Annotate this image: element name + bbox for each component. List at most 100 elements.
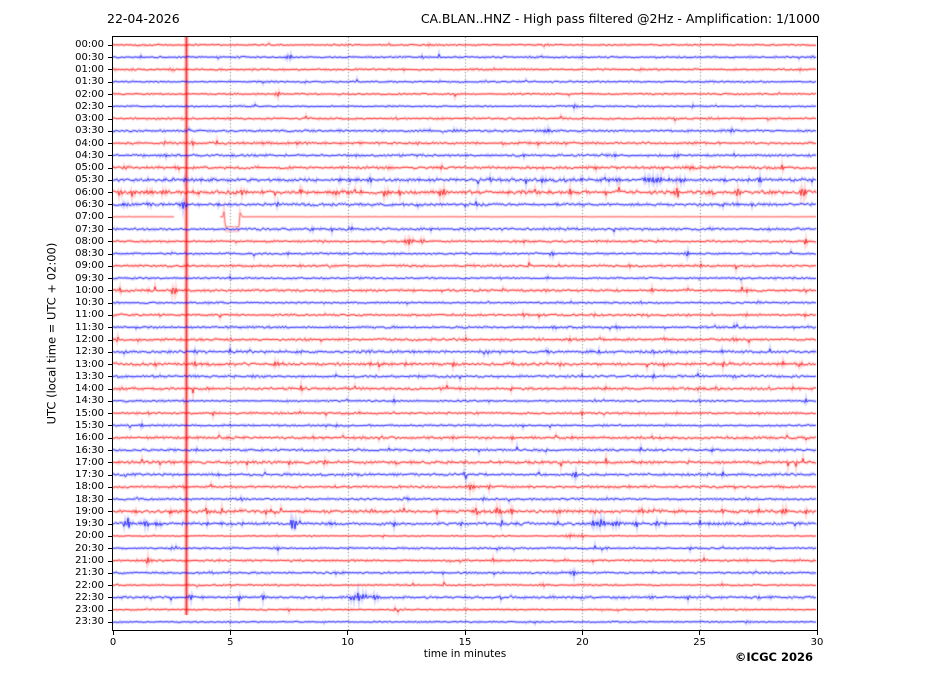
y-tick-label: 15:00 [75,407,104,419]
x-tick-label: 5 [227,637,234,648]
x-tick-mark [112,631,114,635]
y-tick-label: 09:00 [75,260,104,272]
x-tick-label: 20 [575,637,589,648]
y-tick-label: 20:00 [75,530,104,542]
x-tick-mark [699,631,701,635]
date-label: 22-04-2026 [107,11,180,26]
y-tick-label: 16:30 [75,444,104,456]
y-tick-label: 10:00 [75,284,104,296]
y-tick-label: 23:00 [75,604,104,616]
y-tick-mark [108,486,113,488]
x-tick-label: 10 [341,637,355,648]
y-tick-mark [108,499,113,501]
y-tick-label: 20:30 [75,542,104,554]
y-tick-label: 18:30 [75,493,104,505]
y-tick-label: 11:30 [75,321,104,333]
x-tick-mark [464,631,466,635]
y-tick-mark [108,462,113,464]
y-tick-mark [108,560,113,562]
y-tick-label: 19:00 [75,505,104,517]
y-tick-label: 12:30 [75,346,104,358]
y-tick-label: 21:00 [75,555,104,567]
y-tick-label: 00:30 [75,51,104,63]
y-tick-label: 04:30 [75,149,104,161]
plot-title: CA.BLAN..HNZ - High pass filtered @2Hz -… [420,11,820,26]
y-tick-mark [108,302,113,304]
y-tick-label: 08:30 [75,248,104,260]
y-tick-label: 05:30 [75,174,104,186]
x-tick-mark [816,631,818,635]
y-tick-label: 11:00 [75,309,104,321]
y-tick-mark [108,413,113,415]
y-tick-mark [108,118,113,120]
y-tick-label: 14:00 [75,383,104,395]
y-tick-mark [108,204,113,206]
y-tick-mark [108,69,113,71]
y-tick-mark [108,388,113,390]
y-tick-label: 05:00 [75,162,104,174]
y-tick-mark [108,572,113,574]
y-tick-mark [108,241,113,243]
y-tick-label: 13:00 [75,358,104,370]
y-tick-mark [108,216,113,218]
x-tick-mark [229,631,231,635]
y-tick-mark [108,437,113,439]
y-tick-label: 23:30 [75,616,104,628]
y-tick-mark [108,143,113,145]
y-tick-mark [108,106,113,108]
y-tick-label: 17:30 [75,469,104,481]
x-tick-mark [347,631,349,635]
y-tick-mark [108,535,113,537]
y-tick-mark [108,474,113,476]
y-tick-label: 18:00 [75,481,104,493]
y-tick-mark [108,57,113,59]
y-tick-mark [108,265,113,267]
y-tick-mark [108,44,113,46]
y-tick-mark [108,548,113,550]
y-tick-label: 02:30 [75,100,104,112]
y-tick-mark [108,450,113,452]
y-tick-mark [108,179,113,181]
x-tick-label: 30 [810,637,824,648]
seismogram-canvas [113,37,817,630]
y-tick-mark [108,278,113,280]
y-tick-label: 15:30 [75,419,104,431]
y-tick-label: 08:00 [75,235,104,247]
x-tick-label: 25 [693,637,707,648]
y-tick-mark [108,621,113,623]
y-tick-label: 06:30 [75,198,104,210]
y-tick-mark [108,364,113,366]
y-tick-label: 02:00 [75,88,104,100]
y-tick-mark [108,94,113,95]
y-tick-mark [108,290,113,292]
y-tick-mark [108,167,113,169]
y-tick-mark [108,81,113,83]
y-tick-mark [108,192,113,194]
y-tick-label: 22:00 [75,579,104,591]
y-tick-label: 09:30 [75,272,104,284]
y-tick-mark [108,155,113,157]
y-tick-mark [108,314,113,316]
y-tick-label: 12:00 [75,334,104,346]
y-tick-label: 21:30 [75,567,104,579]
y-tick-label: 06:00 [75,186,104,198]
x-axis-label: time in minutes [423,648,507,660]
y-tick-label: 17:00 [75,456,104,468]
y-tick-mark [108,327,113,329]
y-tick-mark [108,597,113,599]
y-tick-label: 04:00 [75,137,104,149]
y-tick-mark [108,523,113,525]
y-tick-label: 22:30 [75,591,104,603]
y-tick-label: 03:00 [75,113,104,125]
y-tick-label: 07:30 [75,223,104,235]
x-tick-label: 15 [458,637,472,648]
y-tick-mark [108,130,113,132]
y-tick-label: 00:00 [75,39,104,51]
copyright-label: ©ICGC 2026 [734,650,813,664]
y-tick-label: 10:30 [75,297,104,309]
y-tick-label: 07:00 [75,211,104,223]
y-tick-label: 16:00 [75,432,104,444]
y-tick-mark [108,376,113,378]
y-tick-label: 13:30 [75,370,104,382]
